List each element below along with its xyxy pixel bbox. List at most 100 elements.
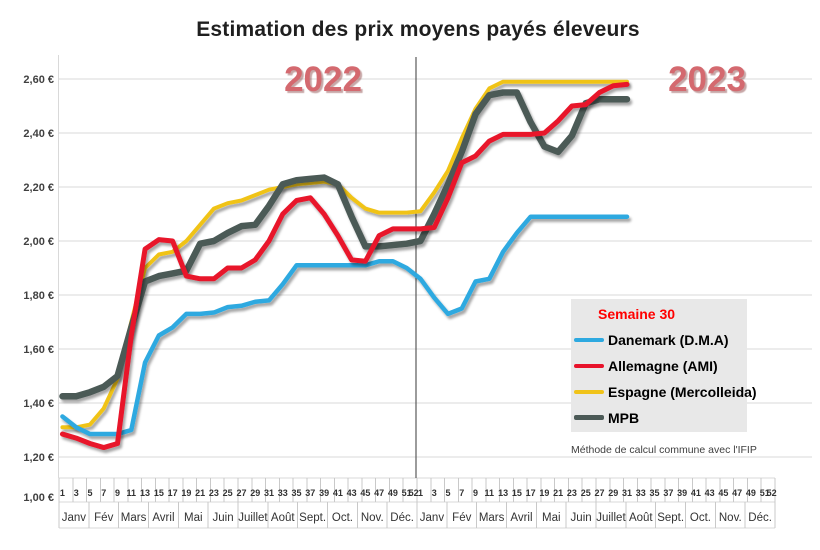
svg-text:21: 21 [553,488,563,498]
svg-text:13: 13 [498,488,508,498]
svg-text:3: 3 [74,488,79,498]
svg-text:Mars: Mars [121,512,147,524]
svg-text:29: 29 [250,488,260,498]
svg-text:13: 13 [140,488,150,498]
svg-text:43: 43 [347,488,357,498]
svg-text:49: 49 [388,488,398,498]
svg-text:15: 15 [512,488,522,498]
legend-label-danemark: Danemark (D.M.A) [608,331,729,348]
svg-text:52: 52 [409,488,419,498]
svg-text:5: 5 [445,488,450,498]
svg-text:1,40 €: 1,40 € [23,398,54,410]
svg-text:Oct.: Oct. [332,512,353,524]
svg-text:2,20 €: 2,20 € [23,182,54,194]
svg-text:Nov.: Nov. [719,512,742,524]
svg-text:Janv: Janv [420,512,445,524]
svg-text:17: 17 [168,488,178,498]
series-line-mpb [59,89,631,400]
svg-text:Mai: Mai [184,512,203,524]
svg-text:1: 1 [418,488,423,498]
svg-text:17: 17 [526,488,536,498]
svg-text:Nov.: Nov. [361,512,384,524]
svg-text:39: 39 [319,488,329,498]
svg-text:Juillet: Juillet [238,512,268,524]
svg-text:21: 21 [195,488,205,498]
svg-text:1: 1 [60,488,65,498]
svg-text:25: 25 [581,488,591,498]
svg-text:3: 3 [432,488,437,498]
svg-text:19: 19 [539,488,549,498]
svg-text:49: 49 [746,488,756,498]
svg-text:29: 29 [608,488,618,498]
svg-text:15: 15 [154,488,164,498]
svg-text:47: 47 [374,488,384,498]
svg-text:Août: Août [271,512,295,524]
svg-text:7: 7 [101,488,106,498]
year-label-2023: 2023 [668,60,746,99]
legend-swatch-danemark [574,337,604,342]
svg-text:Oct.: Oct. [690,512,711,524]
svg-text:1,20 €: 1,20 € [23,452,54,464]
svg-text:43: 43 [705,488,715,498]
svg-text:23: 23 [209,488,219,498]
svg-text:25: 25 [223,488,233,498]
legend-swatch-mpb [574,415,604,420]
svg-text:Avril: Avril [152,512,174,524]
svg-text:27: 27 [236,488,246,498]
svg-text:45: 45 [360,488,370,498]
month-labels: Janv Fév Mars Avril Mai Juin Juillet Août Sept. O… [62,512,772,524]
svg-text:Mars: Mars [479,512,505,524]
svg-text:Juin: Juin [571,512,592,524]
svg-text:9: 9 [473,488,478,498]
svg-text:2,40 €: 2,40 € [23,128,54,140]
svg-text:1,60 €: 1,60 € [23,344,54,356]
svg-text:41: 41 [691,488,701,498]
svg-text:Juin: Juin [213,512,234,524]
svg-text:11: 11 [127,488,137,498]
svg-text:1,00 €: 1,00 € [23,492,54,504]
series-line-allemagne [59,81,630,451]
svg-text:39: 39 [677,488,687,498]
week-tick-labels: 1 3 5 7 9 11 13 15 17 19 21 23 25 27 29 31 33 35 37 39 41 43 4… [60,488,777,498]
svg-text:7: 7 [459,488,464,498]
svg-text:5: 5 [87,488,92,498]
svg-text:Déc.: Déc. [748,512,772,524]
svg-text:31: 31 [264,488,274,498]
legend-item-allemagne: Allemagne (AMI) [574,357,747,374]
legend-label-espagne: Espagne (Mercolleida) [608,383,757,400]
legend: Semaine 30 Danemark (D.M.A) Allemagne (A… [571,299,757,432]
week-month-axis [58,477,776,529]
svg-text:Sept.: Sept. [299,512,326,524]
svg-text:35: 35 [292,488,302,498]
svg-text:9: 9 [115,488,120,498]
legend-title: Semaine 30 [598,306,676,322]
legend-swatch-allemagne [574,363,604,368]
svg-text:37: 37 [305,488,315,498]
legend-label-mpb: MPB [608,409,640,426]
svg-text:45: 45 [718,488,728,498]
svg-text:37: 37 [663,488,673,498]
svg-text:Avril: Avril [510,512,532,524]
svg-text:51: 51 [760,488,770,498]
svg-text:Sept.: Sept. [657,512,684,524]
legend-item-danemark: Danemark (D.M.A) [574,331,747,348]
y-axis-labels: 2,60 € 2,40 € 2,20 € 2,00 € 1,80 € 1,60 € 1,40… [23,74,54,504]
series-line-danemark [60,214,630,437]
svg-text:41: 41 [333,488,343,498]
legend-label-allemagne: Allemagne (AMI) [608,357,718,374]
svg-text:23: 23 [567,488,577,498]
svg-text:19: 19 [181,488,191,498]
series-line-espagne [60,79,630,430]
chart-title: Estimation des prix moyens payés éleveur… [196,18,640,41]
method-note: Méthode de calcul commune avec l'IFIP [569,444,759,456]
svg-text:47: 47 [732,488,742,498]
svg-text:Janv: Janv [62,512,87,524]
svg-text:52: 52 [767,488,777,498]
year-label-2022: 2022 [284,60,362,99]
svg-text:33: 33 [636,488,646,498]
svg-text:Mai: Mai [542,512,561,524]
legend-item-espagne: Espagne (Mercolleida) [574,383,757,400]
svg-text:Fév: Fév [452,512,471,524]
